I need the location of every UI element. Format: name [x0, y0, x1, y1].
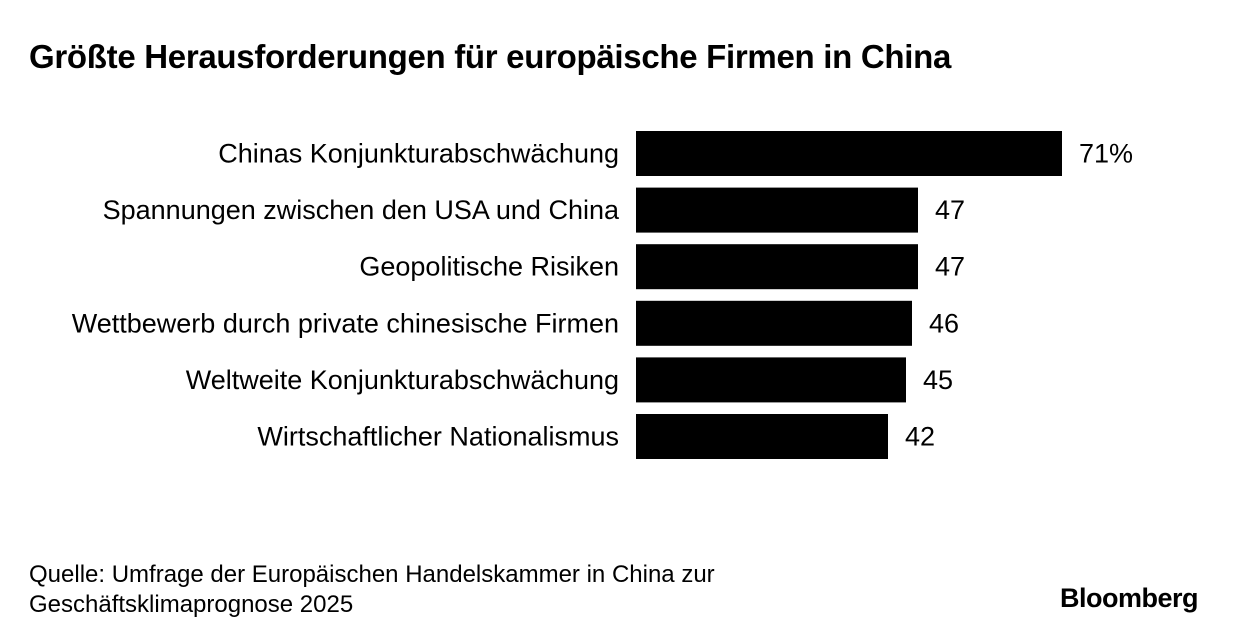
value-label-1: 47	[935, 195, 965, 225]
category-label-1: Spannungen zwischen den USA und China	[103, 195, 620, 225]
value-label-5: 42	[905, 422, 935, 452]
source-note: Quelle: Umfrage der Europäischen Handels…	[29, 560, 849, 620]
bar-2	[636, 244, 918, 290]
value-label-2: 47	[935, 252, 965, 282]
category-label-5: Wirtschaftlicher Nationalismus	[257, 422, 619, 452]
source-line-1: Quelle: Umfrage der Europäischen Handels…	[29, 561, 715, 588]
bar-4	[636, 357, 906, 403]
chart-title: Größte Herausforderungen für europäische…	[29, 38, 952, 75]
value-label-4: 45	[923, 365, 953, 395]
bar-5	[636, 414, 888, 459]
source-line-2: Geschäftsklimaprognose 2025	[29, 591, 354, 618]
value-label-3: 46	[929, 308, 959, 338]
bar-3	[636, 300, 912, 346]
category-label-2: Geopolitische Risiken	[359, 252, 619, 282]
category-label-0: Chinas Konjunkturabschwächung	[218, 139, 619, 169]
bar-1	[636, 187, 918, 233]
bloomberg-logo: Bloomberg	[1059, 583, 1199, 613]
category-label-3: Wettbewerb durch private chinesische Fir…	[72, 308, 619, 338]
category-label-4: Weltweite Konjunkturabschwächung	[186, 365, 619, 395]
bar-0	[636, 131, 1062, 176]
value-label-0: 71%	[1079, 139, 1133, 169]
